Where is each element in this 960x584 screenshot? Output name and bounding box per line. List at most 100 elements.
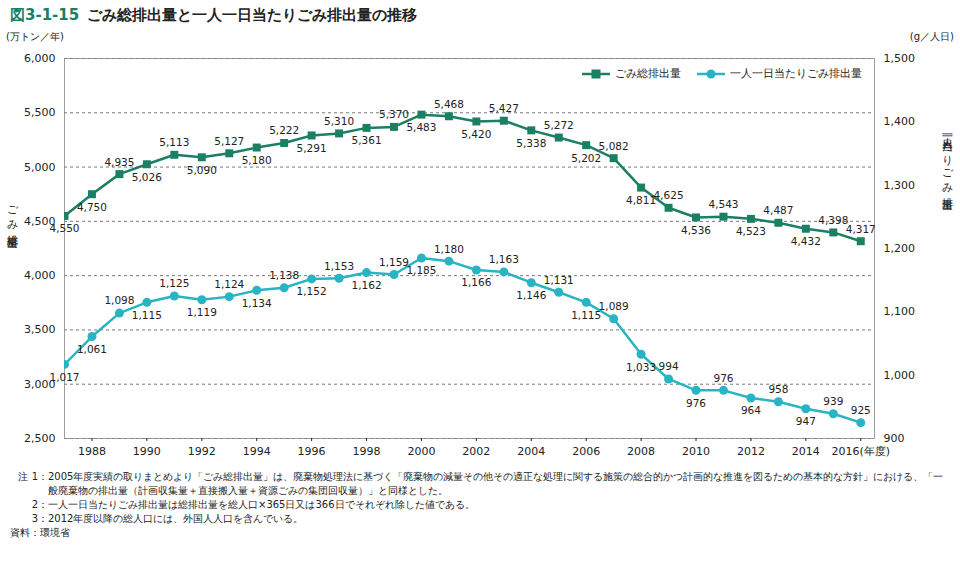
svg-text:1996: 1996 [298,445,326,458]
svg-text:1,500: 1,500 [884,52,916,65]
svg-text:4,000: 4,000 [24,269,56,282]
svg-text:958: 958 [768,383,788,395]
svg-text:1,185: 1,185 [406,264,436,276]
svg-text:4,935: 4,935 [104,155,134,167]
svg-text:1992: 1992 [188,445,216,458]
svg-text:1,017: 1,017 [49,371,79,383]
svg-text:4,750: 4,750 [77,201,107,213]
svg-text:2000: 2000 [407,445,435,458]
html-text:(万トン／年): (万トン／年) [6,31,64,42]
svg-text:5,420: 5,420 [461,128,491,140]
svg-text:1990: 1990 [133,445,161,458]
html-text:ごみ総排出量: ごみ総排出量 [6,198,19,230]
svg-text:2,500: 2,500 [24,432,56,445]
svg-text:1,200: 1,200 [884,242,916,255]
html-text:一人一日当たりごみ排出量: 一人一日当たりごみ排出量 [730,67,862,80]
svg-text:1,300: 1,300 [884,179,916,192]
svg-text:1,061: 1,061 [77,343,107,355]
svg-text:5,090: 5,090 [187,164,217,176]
svg-text:1988: 1988 [78,445,106,458]
svg-text:925: 925 [851,404,871,416]
svg-text:964: 964 [741,404,761,416]
svg-text:994: 994 [659,360,679,372]
svg-text:4,487: 4,487 [763,204,793,216]
svg-text:1,134: 1,134 [242,297,272,309]
html-text:一人一日当たりごみ排出量: 一人一日当たりごみ排出量 [941,128,954,192]
svg-text:976: 976 [686,397,706,409]
svg-text:5,500: 5,500 [24,106,56,119]
svg-text:1,115: 1,115 [571,309,601,321]
svg-text:5,113: 5,113 [159,136,189,148]
svg-text:5,127: 5,127 [214,135,244,147]
svg-text:3,500: 3,500 [24,323,56,336]
svg-text:2002: 2002 [462,445,490,458]
svg-text:1,115: 1,115 [132,309,162,321]
svg-text:1,162: 1,162 [352,279,382,291]
svg-text:3,000: 3,000 [24,377,56,391]
svg-text:1,400: 1,400 [884,115,916,128]
svg-text:1998: 1998 [353,445,381,458]
svg-text:947: 947 [796,415,816,427]
svg-text:1,166: 1,166 [461,276,491,288]
svg-text:1,119: 1,119 [187,306,217,318]
svg-text:1,033: 1,033 [626,361,656,373]
svg-text:1,180: 1,180 [434,243,464,255]
svg-text:4,536: 4,536 [681,224,711,236]
svg-text:1,089: 1,089 [599,300,629,312]
svg-text:900: 900 [884,432,905,445]
svg-text:5,370: 5,370 [379,108,409,120]
svg-text:939: 939 [823,395,843,407]
svg-text:1,153: 1,153 [324,260,354,272]
svg-text:976: 976 [713,372,733,384]
svg-text:2004: 2004 [517,445,545,458]
svg-text:5,026: 5,026 [132,171,162,183]
html-text:図3-1-15: 図3-1-15 [10,6,80,24]
svg-text:4,398: 4,398 [818,214,848,226]
svg-text:4,625: 4,625 [654,189,684,201]
svg-text:5,291: 5,291 [297,142,327,154]
svg-text:1,152: 1,152 [297,285,327,297]
svg-text:2010: 2010 [682,445,710,458]
html-text:ごみ総排出量: ごみ総排出量 [615,67,681,80]
svg-text:5,082: 5,082 [599,140,629,152]
svg-text:5,272: 5,272 [544,119,574,131]
svg-text:5,310: 5,310 [324,115,354,127]
html-text:注 1：2005年度実績の取りまとめより「ごみ総排出量」は、: 注 1：2005年度実績の取りまとめより「ごみ総排出量」は、廃棄物処理法に基づく… [18,471,944,496]
svg-text:1,159: 1,159 [379,256,409,268]
svg-text:1,000: 1,000 [884,369,916,382]
svg-text:2012: 2012 [737,445,765,458]
html-text:2：一人一日当たりごみ排出量は総排出量を総人口×365日又は: 2：一人一日当たりごみ排出量は総排出量を総人口×365日又は366日でそれぞれ除… [31,499,475,510]
svg-text:1,131: 1,131 [544,274,574,286]
svg-text:1,098: 1,098 [104,294,134,306]
svg-text:2008: 2008 [627,445,655,458]
svg-text:1,100: 1,100 [884,305,916,318]
svg-text:5,202: 5,202 [571,152,601,164]
svg-text:1,124: 1,124 [214,278,244,290]
svg-text:4,550: 4,550 [49,222,79,234]
svg-text:5,468: 5,468 [434,98,464,110]
svg-text:5,000: 5,000 [24,161,56,174]
svg-text:4,543: 4,543 [708,198,738,210]
svg-text:1994: 1994 [243,445,271,458]
svg-text:5,427: 5,427 [489,102,519,114]
svg-text:5,361: 5,361 [352,134,382,146]
svg-text:4,523: 4,523 [736,225,766,237]
svg-text:4,811: 4,811 [626,194,656,206]
svg-text:1,138: 1,138 [269,269,299,281]
svg-text:5,338: 5,338 [516,137,546,149]
svg-text:2006: 2006 [572,445,600,458]
svg-text:2014: 2014 [792,445,820,458]
html-text:(g／人日): (g／人日) [909,31,954,42]
svg-text:6,000: 6,000 [24,52,56,65]
svg-text:1,146: 1,146 [516,289,546,301]
svg-text:5,180: 5,180 [242,154,272,166]
svg-text:2016(年度): 2016(年度) [831,445,890,458]
svg-text:5,222: 5,222 [269,124,299,136]
svg-text:1,125: 1,125 [159,277,189,289]
html-text:ごみ総排出量と一人一日当たりごみ排出量の推移: ごみ総排出量と一人一日当たりごみ排出量の推移 [87,6,418,24]
svg-text:4,317: 4,317 [846,223,876,235]
svg-text:5,483: 5,483 [406,121,436,133]
svg-text:4,500: 4,500 [24,214,56,228]
svg-text:4,432: 4,432 [791,235,821,247]
svg-text:1,163: 1,163 [489,253,519,265]
